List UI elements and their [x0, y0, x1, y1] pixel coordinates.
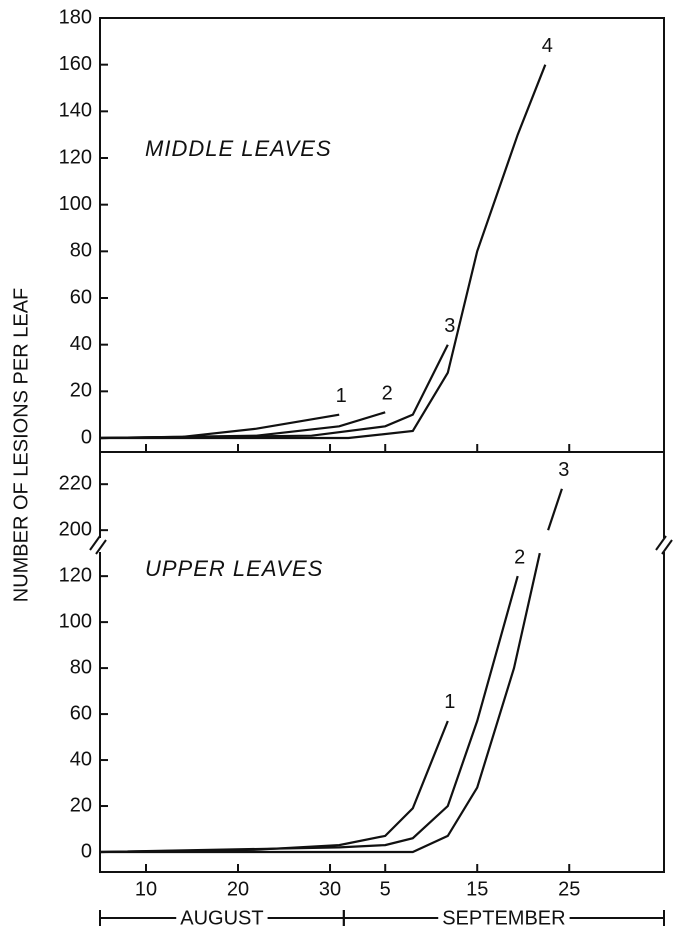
y-tick-label: 0 — [81, 840, 92, 862]
label-bg — [438, 906, 570, 930]
y-tick-label: 60 — [70, 286, 92, 308]
y-tick-label: 100 — [59, 193, 92, 215]
y-tick-label: 80 — [70, 240, 92, 262]
month-label: SEPTEMBER — [442, 907, 565, 929]
y-tick-label: 200 — [59, 518, 92, 540]
x-tick-label: 20 — [227, 878, 249, 900]
axis-break — [89, 535, 101, 551]
series-label: 1 — [336, 385, 347, 407]
y-tick-label: 40 — [70, 748, 92, 770]
y-tick-label: 180 — [59, 6, 92, 28]
line — [100, 552, 541, 854]
line — [99, 720, 449, 854]
line — [99, 344, 449, 440]
line — [100, 64, 547, 440]
y-tick-label: 40 — [70, 333, 92, 355]
y-axis-label: NUMBER OF LESIONS PER LEAF — [10, 288, 32, 603]
axis-break — [661, 539, 673, 555]
line — [99, 575, 519, 854]
axis-break — [656, 538, 672, 552]
y-tick-label: 120 — [59, 146, 92, 168]
x-tick-label: 25 — [558, 878, 580, 900]
x-tick-label: 30 — [319, 878, 341, 900]
series-label: 1 — [444, 691, 455, 713]
y-tick-label: 100 — [59, 610, 92, 632]
series-label: 3 — [444, 315, 455, 337]
series-label: 2 — [514, 546, 525, 568]
y-tick-label: 140 — [59, 100, 92, 122]
line — [99, 411, 386, 440]
line — [547, 488, 563, 531]
y-tick-label: 0 — [81, 426, 92, 448]
y-tick-label: 20 — [70, 794, 92, 816]
panel-title: MIDDLE LEAVES — [145, 136, 332, 161]
series-label: 3 — [558, 459, 569, 481]
line — [99, 413, 340, 440]
x-tick-label: 10 — [135, 878, 157, 900]
panel-title: UPPER LEAVES — [145, 556, 323, 581]
series-label: 2 — [382, 383, 393, 405]
y-tick-label: 60 — [70, 702, 92, 724]
y-tick-label: 220 — [59, 472, 92, 494]
frame — [99, 17, 665, 873]
axis-break — [95, 539, 107, 555]
x-tick-label: 5 — [380, 878, 391, 900]
x-tick-label: 15 — [466, 878, 488, 900]
y-tick-label: 20 — [70, 380, 92, 402]
series-label: 4 — [542, 35, 553, 57]
y-tick-label: 80 — [70, 656, 92, 678]
axis-break — [655, 535, 667, 551]
label-bg — [176, 906, 268, 930]
y-tick-label: 160 — [59, 53, 92, 75]
month-label: AUGUST — [180, 907, 263, 929]
y-tick-label: 120 — [59, 564, 92, 586]
